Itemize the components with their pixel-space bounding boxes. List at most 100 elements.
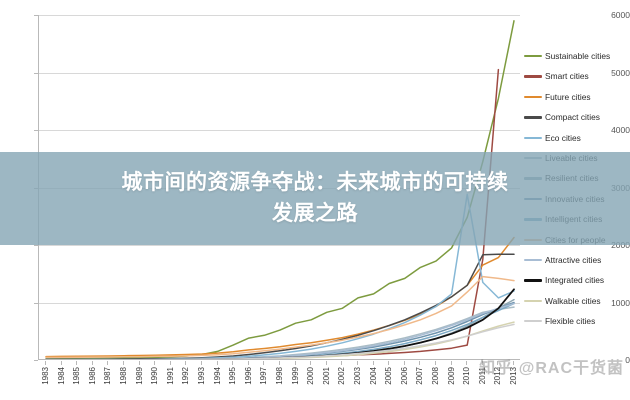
legend-item[interactable]: Smart cities xyxy=(524,66,630,86)
legend-item[interactable]: Sustainable cities xyxy=(524,46,630,66)
series-line xyxy=(45,275,515,359)
x-axis-tick-mark xyxy=(372,361,374,365)
legend-label: Eco cities xyxy=(545,132,581,143)
y-axis-tick-label: 2000 xyxy=(611,240,630,250)
overlay-title-line-1: 城市间的资源争夺战：未来城市的可持续 xyxy=(121,171,509,195)
x-axis-tick-label: 1985 xyxy=(72,367,82,385)
gridline xyxy=(39,130,520,131)
x-axis-tick-label: 1988 xyxy=(119,367,128,385)
x-axis-tick-label: 1990 xyxy=(150,367,160,385)
x-axis-tick-mark xyxy=(419,361,421,365)
legend-label: Integrated cities xyxy=(545,275,605,286)
x-axis-tick-label: 2005 xyxy=(384,367,394,385)
x-axis-tick-mark xyxy=(497,361,499,365)
x-axis-tick-label: 1992 xyxy=(181,367,191,385)
x-axis-tick-label: 2004 xyxy=(368,367,378,385)
overlay-title-band: 城市间的资源争夺战：未来城市的可持续 发展之路 xyxy=(0,152,630,245)
legend-label: Sustainable cities xyxy=(545,50,611,61)
x-axis-tick-mark xyxy=(123,361,124,365)
x-axis-tick-mark xyxy=(232,361,234,365)
y-axis-tick-label: 5000 xyxy=(611,67,630,78)
legend-label: Compact cities xyxy=(545,112,600,123)
x-axis-tick-mark xyxy=(60,361,62,365)
x-axis-tick-label: 1998 xyxy=(275,367,284,385)
legend-item[interactable]: Integrated cities xyxy=(524,270,630,290)
legend-color-swatch xyxy=(524,116,542,119)
legend-label: Walkable cities xyxy=(545,295,601,306)
x-axis-tick-label: 1991 xyxy=(165,367,175,385)
legend-label: Smart cities xyxy=(545,71,589,82)
series-lines xyxy=(45,20,515,359)
x-axis-tick-mark xyxy=(341,361,343,365)
legend-item[interactable]: Compact cities xyxy=(524,107,630,127)
x-axis-tick-mark xyxy=(185,361,187,365)
x-axis-tick-label: 2009 xyxy=(446,367,456,385)
legend-label: Attractive cities xyxy=(545,254,602,265)
gridline xyxy=(39,245,520,246)
y-axis-tick-label: 6000 xyxy=(611,10,630,20)
x-axis-tick-label: 1993 xyxy=(197,367,206,385)
x-axis-tick-label: 2000 xyxy=(306,367,316,385)
x-axis-tick-mark xyxy=(325,361,327,365)
x-axis-tick-mark xyxy=(435,361,436,365)
gridline xyxy=(39,72,520,74)
x-axis-tick-mark xyxy=(310,361,312,365)
legend-item[interactable]: Flexible cities xyxy=(524,311,630,331)
legend-label: Future cities xyxy=(545,91,591,102)
x-axis-tick-mark xyxy=(357,361,358,365)
y-axis-tick-label: 0 xyxy=(625,355,630,365)
y-axis-tick-mark xyxy=(34,302,38,304)
y-axis-tick-mark xyxy=(34,15,38,16)
legend-color-swatch xyxy=(524,299,542,303)
overlay-title-line-2: 发展之路 xyxy=(272,201,358,225)
y-axis-tick-mark xyxy=(34,245,38,246)
gridline xyxy=(39,302,520,304)
legend-color-swatch xyxy=(524,320,542,323)
series-line xyxy=(45,302,515,359)
x-axis-tick-mark xyxy=(76,361,78,365)
x-axis-tick-label: 1987 xyxy=(103,367,113,385)
series-line xyxy=(45,20,515,359)
x-axis-tick-label: 2010 xyxy=(462,367,472,385)
x-axis-tick-mark xyxy=(513,361,514,365)
legend-item[interactable]: Eco cities xyxy=(524,128,630,148)
y-axis-tick-mark xyxy=(34,72,38,74)
y-axis-tick-mark xyxy=(34,360,38,361)
x-axis-tick-mark xyxy=(154,361,156,365)
x-axis-tick-mark xyxy=(247,361,249,365)
x-axis-tick-mark xyxy=(107,361,109,365)
series-line xyxy=(84,323,515,359)
legend-color-swatch xyxy=(524,55,542,58)
overlay-title-text: 城市间的资源争夺战：未来城市的可持续 发展之路 xyxy=(60,168,570,229)
x-axis-tick-mark xyxy=(388,361,390,365)
x-axis-tick-label: 2006 xyxy=(399,367,409,385)
x-axis-tick-label: 1986 xyxy=(87,367,97,385)
x-axis-tick-mark xyxy=(45,361,46,365)
x-axis-tick-mark xyxy=(138,361,140,365)
watermark: 知乎 @RAC干货菌 xyxy=(479,360,624,377)
x-axis-tick-mark xyxy=(201,361,202,365)
y-axis-tick-mark xyxy=(34,130,38,131)
x-axis-tick-label: 2002 xyxy=(337,367,347,385)
legend-label: Flexible cities xyxy=(545,316,596,327)
legend-color-swatch xyxy=(524,75,542,78)
legend-item[interactable]: Walkable cities xyxy=(524,291,630,311)
x-axis-tick-mark xyxy=(91,361,93,365)
x-axis-tick-label: 2008 xyxy=(431,367,440,385)
x-axis-tick-label: 1984 xyxy=(56,367,66,385)
x-axis-tick-label: 2003 xyxy=(353,367,362,385)
legend-color-swatch xyxy=(524,258,542,262)
legend-item[interactable]: Future cities xyxy=(524,87,630,107)
y-axis-tick-label: 1000 xyxy=(611,297,630,308)
legend-color-swatch xyxy=(524,136,542,139)
gridline xyxy=(39,15,520,16)
x-axis-tick-mark xyxy=(216,361,218,365)
x-axis-tick-mark xyxy=(481,361,483,365)
x-axis-tick-mark xyxy=(466,361,468,365)
x-axis-tick-label: 1983 xyxy=(41,367,50,385)
legend-item[interactable]: Attractive cities xyxy=(524,250,630,270)
series-line xyxy=(45,253,515,359)
x-axis-tick-label: 1997 xyxy=(259,367,269,385)
x-axis-tick-label: 1995 xyxy=(228,367,238,385)
